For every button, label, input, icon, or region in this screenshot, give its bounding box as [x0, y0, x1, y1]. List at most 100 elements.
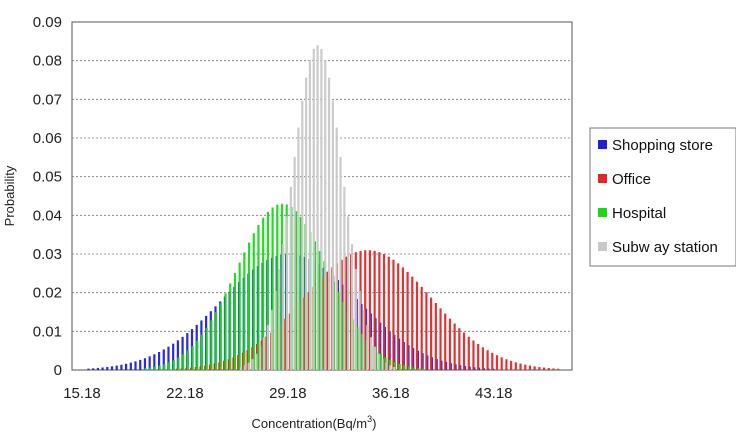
- bar-1-17: [222, 360, 226, 370]
- bar-1-64: [444, 313, 447, 370]
- legend-swatch-0: [598, 140, 607, 149]
- bar-2-17: [224, 293, 227, 370]
- bar-2-14: [210, 320, 213, 370]
- bar-3-9: [274, 291, 277, 370]
- bar-1-73: [486, 350, 489, 370]
- bar-2-59: [422, 368, 425, 370]
- x-axis-title: Concentration(Bq/m3): [252, 414, 377, 431]
- bar-3-26: [339, 156, 342, 370]
- bar-2-33: [299, 216, 302, 370]
- bar-0-10: [129, 362, 132, 370]
- bar-0-15: [153, 354, 156, 370]
- bar-1-13: [204, 365, 207, 370]
- bar-3-11: [282, 244, 285, 370]
- bar-0-18: [167, 346, 170, 370]
- bar-0-1: [87, 368, 90, 370]
- bar-1-22: [246, 350, 249, 370]
- bar-1-66: [453, 323, 456, 370]
- bar-3-10: [278, 269, 281, 370]
- legend: Shopping store Office Hospital Subw ay stat…: [598, 137, 718, 256]
- bar-1-68: [462, 332, 466, 370]
- bar-2-26: [266, 211, 269, 370]
- bar-1-53: [392, 259, 395, 370]
- y-axis-title: Probability: [2, 165, 17, 226]
- x-tick-label-4: 43.18: [475, 385, 513, 402]
- y-tick-label-1: 0.01: [33, 323, 62, 340]
- bar-1-71: [477, 344, 480, 370]
- bar-0-17: [162, 349, 165, 370]
- bar-2-56: [407, 366, 411, 370]
- bar-3-16: [301, 100, 304, 370]
- bar-0-16: [157, 352, 161, 370]
- bar-3-12: [285, 216, 289, 370]
- bar-1-72: [481, 347, 484, 370]
- y-tick-label-8: 0.08: [33, 53, 62, 70]
- bar-1-10: [190, 367, 193, 370]
- legend-label-1: Office: [612, 171, 651, 188]
- bar-1-67: [458, 328, 461, 370]
- bar-1-38: [321, 276, 324, 370]
- bar-3-33: [366, 324, 369, 370]
- bar-3-17: [305, 77, 308, 370]
- bar-2-18: [229, 283, 232, 370]
- bar-0-6: [110, 366, 114, 370]
- legend-swatch-1: [598, 174, 607, 183]
- bar-3-1: [243, 365, 247, 370]
- legend-label-0: Shopping store: [612, 137, 713, 154]
- bar-3-32: [362, 309, 365, 370]
- bar-2-21: [243, 252, 246, 370]
- y-tick-label-7: 0.07: [33, 91, 62, 108]
- bar-1-69: [467, 336, 470, 370]
- bar-2-13: [205, 327, 208, 370]
- bar-0-19: [172, 343, 175, 370]
- bar-2-52: [389, 359, 392, 370]
- y-tick-label-9: 0.09: [33, 14, 62, 31]
- bar-1-77: [505, 359, 508, 370]
- bar-2-15: [215, 312, 218, 370]
- bar-1-85: [542, 367, 546, 370]
- bar-1-80: [519, 363, 522, 370]
- bar-1-42: [340, 259, 343, 370]
- bar-0-13: [143, 358, 147, 370]
- y-tick-label-2: 0.02: [33, 285, 62, 302]
- x-axis-title-main: Concentration(Bq/m: [252, 416, 368, 431]
- bar-0-14: [148, 356, 151, 370]
- bar-3-3: [251, 358, 254, 370]
- bar-2-25: [262, 217, 265, 370]
- x-tick-label-1: 22.18: [166, 385, 204, 402]
- bar-2-58: [417, 368, 420, 370]
- bar-1-9: [185, 368, 188, 370]
- y-tick-label-5: 0.05: [33, 169, 62, 186]
- bar-3-6: [262, 337, 266, 370]
- bar-3-4: [255, 353, 258, 370]
- bar-2-55: [403, 365, 406, 370]
- bar-1-48: [368, 250, 372, 370]
- x-tick-label-2: 29.18: [269, 385, 307, 402]
- bar-1-30: [284, 318, 287, 370]
- bar-1-35: [307, 292, 310, 370]
- bar-2-12: [200, 334, 204, 370]
- bar-1-7: [175, 368, 179, 370]
- bar-1-76: [500, 357, 503, 370]
- bar-1-58: [415, 281, 419, 370]
- bar-2-2: [153, 366, 157, 370]
- bar-1-25: [260, 340, 263, 370]
- x-axis-title-tail: ): [372, 416, 376, 431]
- bar-1-23: [251, 347, 254, 370]
- bar-2-54: [398, 363, 401, 370]
- bar-2-0: [144, 368, 147, 370]
- bar-2-37: [318, 251, 321, 370]
- bar-2-10: [191, 346, 194, 370]
- bar-1-29: [279, 323, 282, 370]
- bar-1-34: [302, 297, 306, 370]
- bar-2-45: [356, 327, 359, 370]
- bar-0-4: [101, 367, 104, 370]
- bar-1-49: [373, 250, 376, 370]
- bar-2-16: [219, 303, 222, 370]
- bar-3-19: [312, 48, 315, 371]
- bar-3-35: [373, 346, 377, 370]
- bar-3-34: [370, 337, 373, 370]
- bar-1-57: [411, 276, 414, 370]
- bar-1-8: [180, 368, 183, 370]
- bar-0-11: [134, 361, 137, 370]
